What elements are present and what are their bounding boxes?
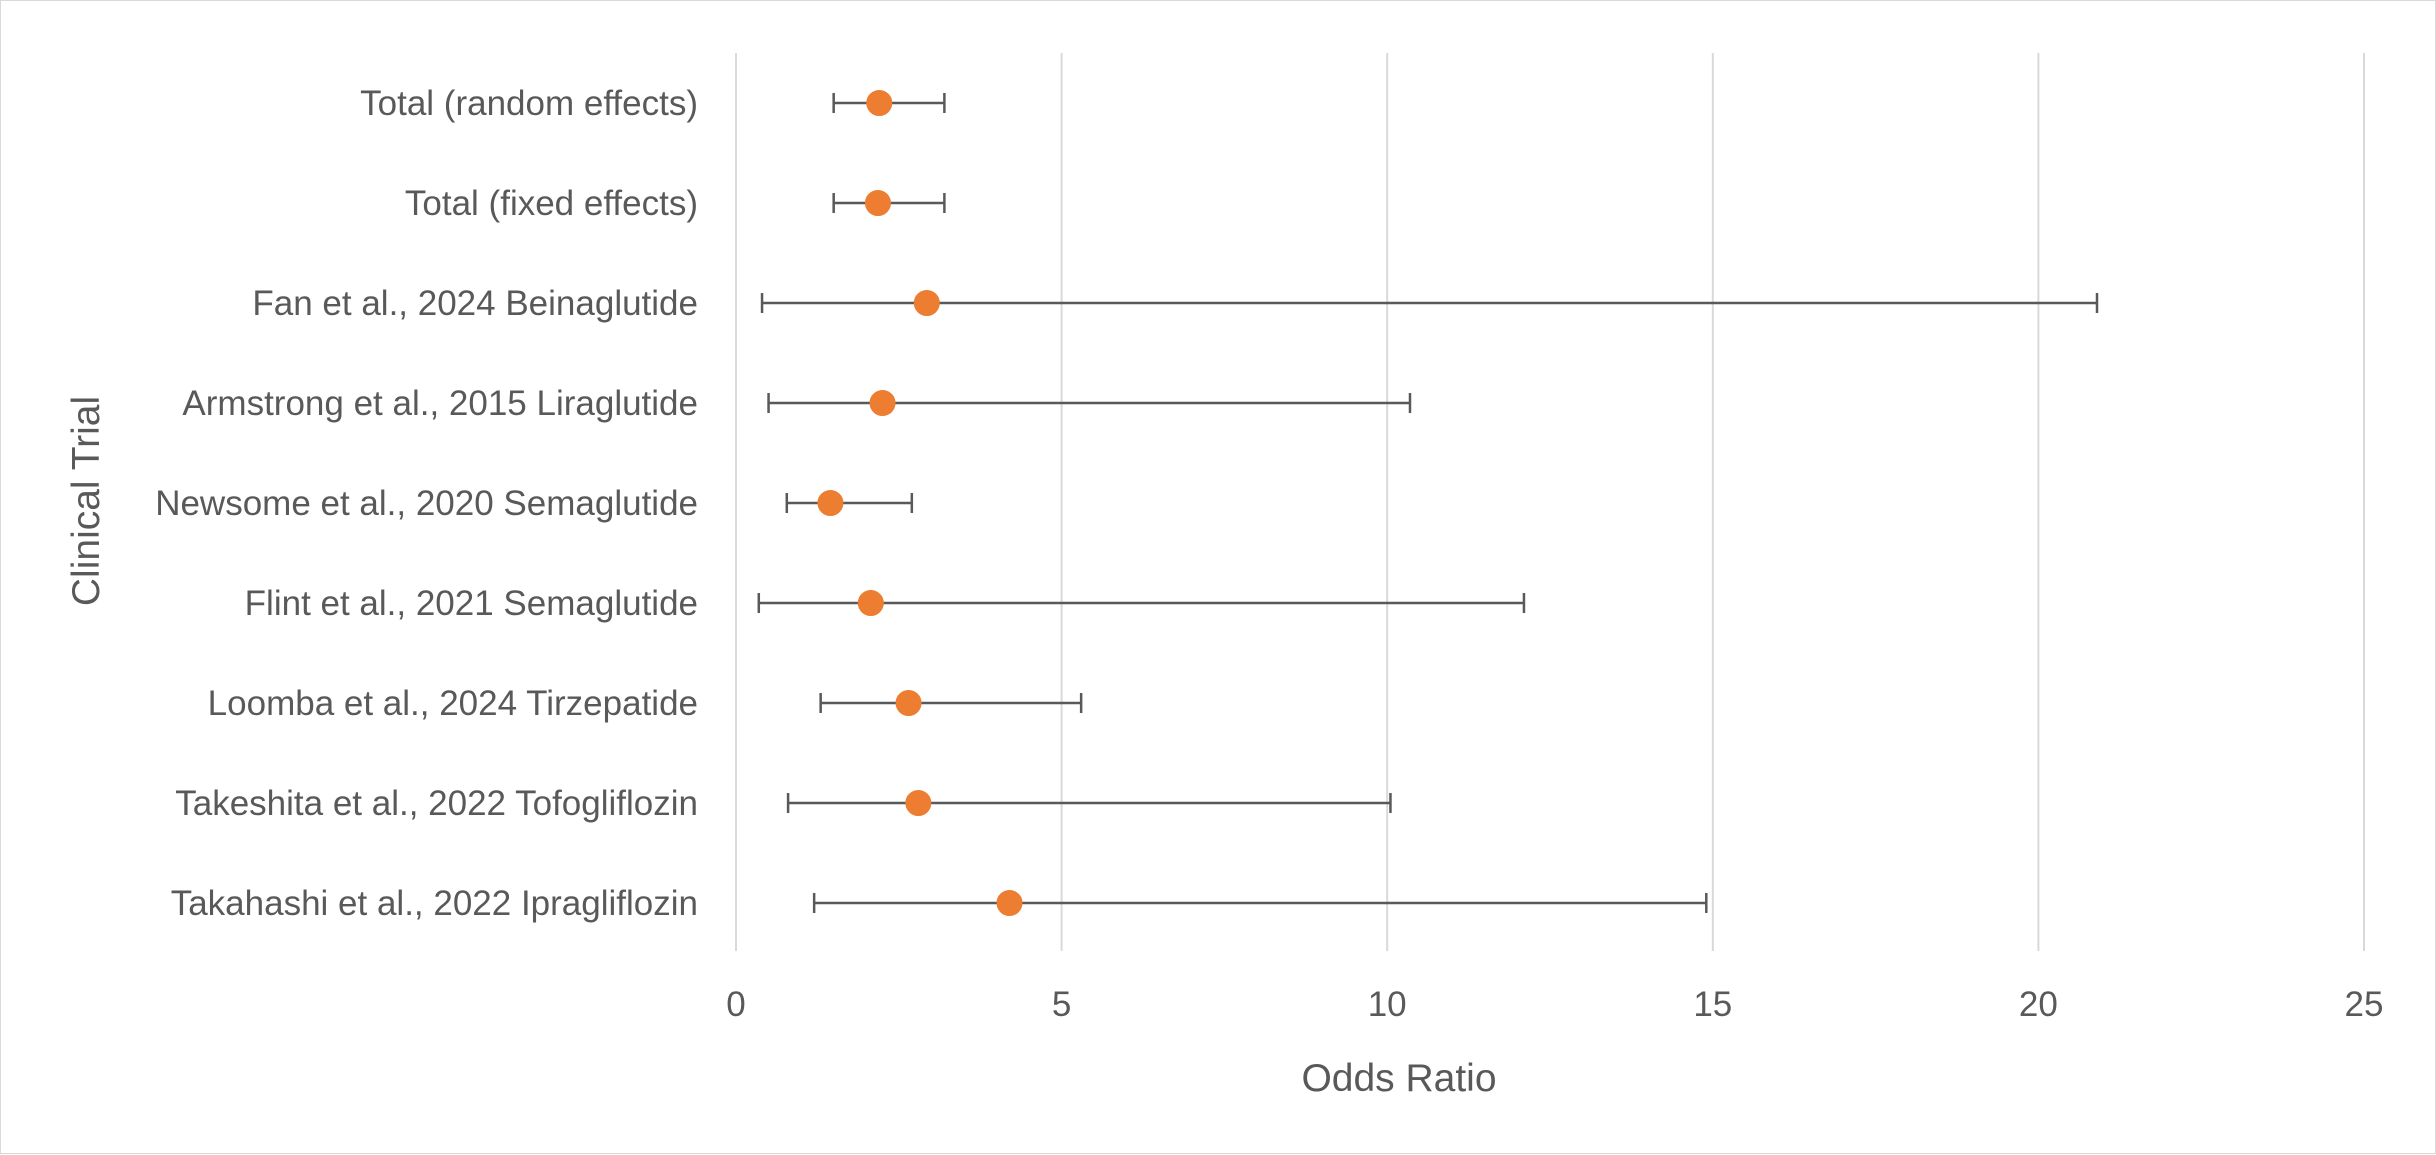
odds-ratio-point [905,790,932,816]
x-axis-title: Odds Ratio [1301,1057,1496,1100]
odds-ratio-point [864,190,891,216]
odds-ratio-point [895,690,922,716]
error-bar [819,693,1083,713]
odds-ratio-point [913,290,940,316]
error-bar [812,893,1708,913]
category-label: Total (fixed effects) [405,184,698,223]
x-tick-labels: 0 5 10 15 20 25 [726,985,2383,1024]
gridlines [735,53,2365,951]
y-axis-title: Clinical Trial [65,396,108,606]
error-bars [757,93,2099,913]
x-tick-label: 15 [1693,985,1732,1024]
x-tick-label: 10 [1368,985,1407,1024]
odds-ratio-point [857,590,884,616]
x-tick-label: 5 [1052,985,1071,1024]
error-bar [757,593,1526,613]
category-label: Total (random effects) [360,84,698,123]
x-tick-label: 20 [2019,985,2058,1024]
category-label: Takahashi et al., 2022 Ipragliflozin [171,884,698,923]
x-tick-label: 25 [2345,985,2384,1024]
odds-ratio-point [866,90,893,116]
category-label: Newsome et al., 2020 Semaglutide [155,484,698,523]
error-bar [785,493,914,513]
odds-ratio-point [996,890,1023,916]
category-labels: Total (random effects) Total (fixed effec… [155,84,698,923]
category-label: Takeshita et al., 2022 Tofogliflozin [175,784,698,823]
category-label: Flint et al., 2021 Semaglutide [245,584,698,623]
error-bar [767,393,1412,413]
category-label: Loomba et al., 2024 Tirzepatide [208,684,698,723]
data-markers [817,90,1023,916]
error-bar [786,793,1392,813]
category-label: Fan et al., 2024 Beinaglutide [252,284,698,323]
odds-ratio-point [869,390,896,416]
category-label: Armstrong et al., 2015 Liraglutide [182,384,698,423]
x-tick-label: 0 [726,985,745,1024]
odds-ratio-point [817,490,844,516]
error-bar [760,293,2099,313]
